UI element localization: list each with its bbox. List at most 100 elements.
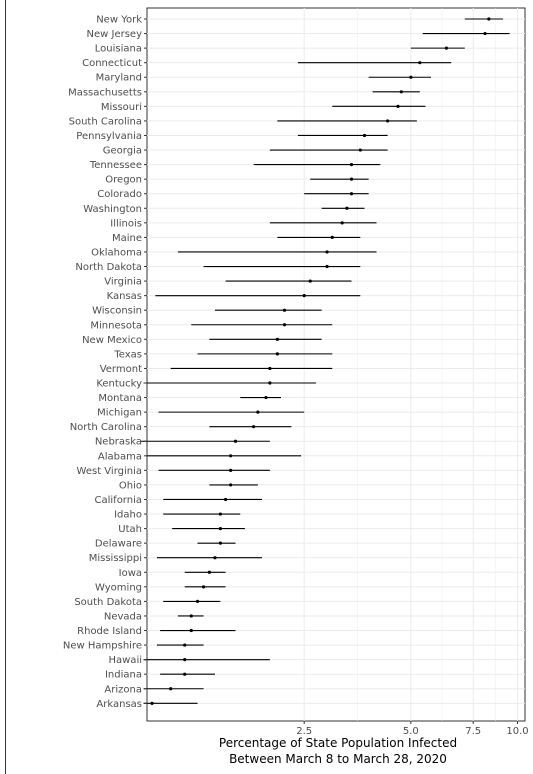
point-washington: [345, 206, 349, 210]
point-mississippi: [213, 556, 217, 560]
x-tick-label-1: 5.0: [403, 726, 419, 737]
y-label-kentucky: Kentucky: [96, 379, 142, 390]
y-label-michigan: Michigan: [97, 408, 142, 419]
y-label-idaho: Idaho: [114, 510, 142, 521]
point-south-dakota: [195, 599, 200, 604]
y-label-illinois: Illinois: [110, 218, 142, 229]
point-alabama: [229, 454, 233, 458]
y-label-south-dakota: South Dakota: [74, 597, 142, 608]
point-new-mexico: [275, 337, 279, 341]
y-label-texas: Texas: [113, 349, 142, 360]
point-california: [223, 497, 228, 502]
point-arizona: [169, 687, 173, 691]
y-label-minnesota: Minnesota: [90, 320, 142, 331]
y-label-massachusetts: Massachusetts: [68, 87, 142, 98]
y-label-south-carolina: South Carolina: [69, 116, 142, 127]
y-label-montana: Montana: [98, 393, 142, 404]
y-label-delaware: Delaware: [95, 539, 142, 550]
y-label-missouri: Missouri: [101, 102, 142, 113]
point-texas: [275, 352, 279, 356]
y-label-ohio: Ohio: [119, 480, 142, 491]
label-layer: New York New Jersey Louisiana Connecticut Ma…: [63, 15, 147, 710]
point-georgia: [358, 148, 362, 152]
y-label-pennsylvania: Pennsylvania: [76, 131, 142, 142]
point-missouri: [396, 104, 400, 108]
y-label-colorado: Colorado: [97, 189, 142, 200]
point-minnesota: [282, 323, 287, 327]
x-tick-label-0: 2.5: [296, 726, 312, 737]
point-wisconsin: [282, 308, 287, 312]
y-label-nebraska: Nebraska: [95, 437, 142, 448]
point-michigan: [256, 410, 260, 414]
y-label-mississippi: Mississippi: [89, 553, 142, 564]
y-label-iowa: Iowa: [119, 568, 142, 579]
plot-panel: [146, 7, 526, 722]
y-label-nevada: Nevada: [104, 611, 142, 622]
y-label-new-hampshire: New Hampshire: [63, 641, 142, 652]
y-label-north-dakota: North Dakota: [75, 262, 142, 273]
point-nevada: [189, 614, 193, 618]
y-label-indiana: Indiana: [105, 670, 142, 681]
point-connecticut: [418, 61, 422, 65]
point-colorado: [349, 192, 354, 196]
y-label-virginia: Virginia: [104, 277, 142, 288]
point-nebraska: [233, 439, 238, 443]
point-west-virginia: [229, 468, 233, 472]
y-label-oregon: Oregon: [105, 175, 142, 186]
point-pennsylvania: [362, 133, 367, 138]
y-label-vermont: Vermont: [100, 364, 142, 375]
y-label-maine: Maine: [112, 233, 142, 244]
y-label-hawaii: Hawaii: [108, 655, 142, 666]
point-maryland: [409, 75, 413, 79]
point-virginia: [308, 279, 312, 283]
y-label-arizona: Arizona: [104, 684, 142, 695]
x-axis-title-line-1: Percentage of State Population Infected: [219, 736, 457, 750]
point-wyoming: [201, 585, 206, 589]
y-label-new-mexico: New Mexico: [82, 335, 142, 346]
point-utah: [218, 527, 222, 531]
point-indiana: [183, 672, 187, 676]
mark-layer: [140, 17, 510, 705]
point-north-carolina: [252, 425, 256, 429]
point-new-jersey: [483, 31, 487, 36]
x-tick-label-3: 10.0: [506, 726, 528, 737]
point-vermont: [268, 366, 272, 371]
y-label-new-jersey: New Jersey: [87, 29, 143, 40]
point-maine: [330, 235, 334, 239]
point-illinois: [340, 221, 344, 225]
point-ohio: [229, 483, 233, 487]
point-tennessee: [349, 163, 354, 167]
point-kansas: [302, 294, 306, 298]
y-label-washington: Washington: [83, 204, 142, 215]
y-label-california: California: [95, 495, 143, 506]
y-label-new-york: New York: [96, 15, 142, 26]
point-montana: [264, 395, 268, 400]
y-label-georgia: Georgia: [103, 146, 142, 157]
y-label-kansas: Kansas: [107, 291, 142, 302]
point-idaho: [218, 512, 222, 516]
y-label-west-virginia: West Virginia: [77, 466, 142, 477]
point-new-hampshire: [183, 643, 187, 647]
point-oklahoma: [325, 250, 329, 254]
y-label-alabama: Alabama: [98, 451, 142, 462]
point-kentucky: [268, 381, 272, 385]
y-label-louisiana: Louisiana: [95, 44, 142, 55]
point-rhode-island: [189, 628, 193, 633]
point-arkansas: [150, 701, 154, 705]
point-massachusetts: [399, 90, 403, 94]
point-oregon: [349, 177, 354, 181]
y-label-tennessee: Tennessee: [89, 160, 142, 171]
y-label-arkansas: Arkansas: [96, 699, 142, 710]
point-louisiana: [444, 46, 449, 50]
x-axis: 2.5 5.0 7.5 10.0: [296, 721, 529, 737]
y-label-utah: Utah: [118, 524, 142, 535]
point-new-york: [487, 17, 491, 21]
point-south-carolina: [386, 119, 390, 123]
y-label-rhode-island: Rhode Island: [77, 626, 142, 637]
y-label-maryland: Maryland: [96, 73, 142, 84]
y-label-oklahoma: Oklahoma: [91, 247, 142, 258]
x-axis-title-line-2: Between March 8 to March 28, 2020: [229, 752, 447, 766]
point-hawaii: [183, 658, 187, 662]
point-delaware: [218, 541, 222, 545]
y-label-wyoming: Wyoming: [95, 582, 142, 593]
